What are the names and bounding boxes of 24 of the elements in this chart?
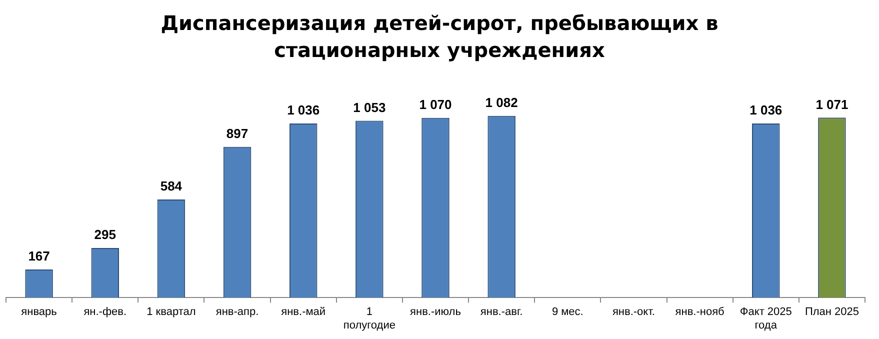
x-tick-label: январь	[21, 306, 58, 318]
x-tick-label: ян.-фев.	[84, 306, 127, 318]
x-tick-label: янв.-июль	[410, 306, 462, 318]
x-tick-label: янв.-авг.	[480, 306, 523, 318]
x-tick-label: План 2025	[804, 306, 859, 318]
data-label: 1 082	[485, 94, 518, 110]
data-label: 1 070	[419, 96, 452, 112]
x-tick-label: янв.-окт.	[612, 306, 655, 318]
data-label: 1 036	[287, 102, 320, 118]
data-label: 295	[94, 227, 116, 242]
data-label: 1 036	[750, 102, 782, 118]
x-tick-label: янв.-май	[281, 306, 326, 318]
x-tick-label: Факт 2025 года	[740, 306, 792, 332]
data-label: 584	[160, 178, 183, 194]
x-tick-label: янв-апр.	[216, 306, 259, 318]
data-label: 897	[226, 126, 248, 141]
data-label: 1 053	[353, 100, 386, 115]
chart-title: Диспансеризация детей-сирот, пребывающих в стационарных учреждениях	[160, 10, 720, 64]
x-tick-label: 1 полугодие	[343, 306, 396, 332]
x-tick-label: 9 мес.	[552, 306, 584, 318]
x-tick-label: янв.-нояб	[675, 306, 724, 318]
data-label: 1 071	[816, 96, 848, 112]
x-tick-label: 1 квартал	[146, 306, 196, 318]
data-label: 167	[28, 248, 50, 264]
